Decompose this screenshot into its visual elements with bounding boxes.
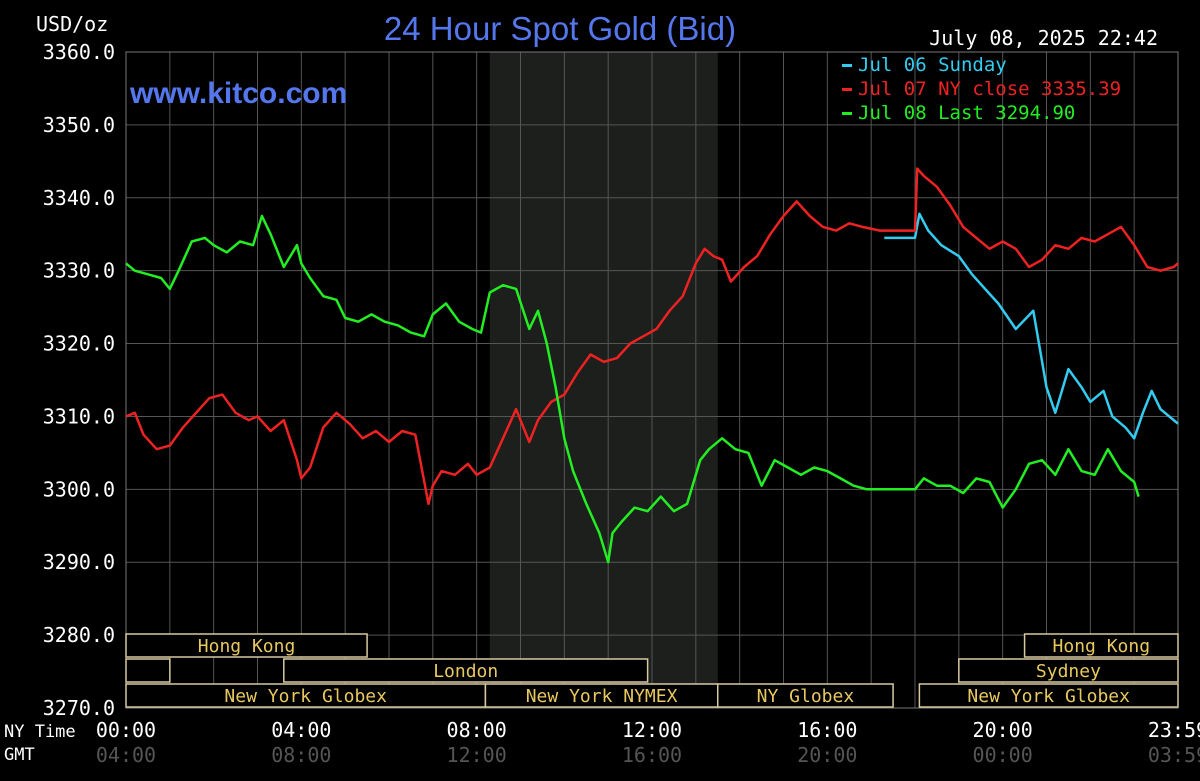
session-box [283,658,649,683]
axes: 3360.0 3350.0 3340.0 3330.0 3320.0 3310.0 3300… [43,40,1200,767]
x-tick-label-ny: 20:00 [973,718,1033,742]
x-tick-label-ny: 16:00 [797,718,857,742]
session-label: Hong Kong [1053,636,1151,657]
series-line-jul08 [125,214,1140,564]
session-box [958,658,1179,683]
session-label: New York Globex [224,686,387,707]
session-label: NY Globex [757,686,855,707]
x-tick-label-ny: 12:00 [622,718,682,742]
legend-swatch-jul07 [842,88,852,91]
legend-label-jul07: Jul 07 NY close 3335.39 [858,78,1121,100]
nymex-session-shade [489,52,718,708]
x-tick-label-gmt: 08:00 [271,743,331,767]
session-label: New York NYMEX [526,686,678,707]
y-tick-label: 3290.0 [43,550,115,574]
x-tick-label-gmt: 00:00 [973,743,1033,767]
session-box [717,683,894,708]
session-box [125,658,171,683]
ny-time-axis-title: NY Time [4,722,76,742]
session-label: London [433,661,498,682]
legend: Jul 06 Sunday Jul 07 NY close 3335.39 Ju… [842,54,1121,124]
y-tick-label: 3360.0 [43,40,115,64]
session-box [918,683,1179,708]
x-tick-label-gmt: 03:59 [1148,743,1200,767]
y-tick-label: 3270.0 [43,696,115,720]
y-tick-label: 3320.0 [43,332,115,356]
y-tick-label: 3330.0 [43,259,115,283]
series-line-jul07 [125,167,1179,506]
session-box [125,633,368,658]
x-tick-label-ny: 04:00 [271,718,331,742]
session-label: Sydney [1036,661,1101,682]
y-tick-label: 3300.0 [43,477,115,501]
price-series [125,167,1179,564]
y-tick-label: 3340.0 [43,186,115,210]
market-sessions: Hong Kong Hong Kong London Sydney New York G… [125,633,1179,708]
nymex-shade [489,52,718,708]
timestamp: July 08, 2025 22:42 [929,26,1158,50]
session-label: Hong Kong [198,636,296,657]
y-tick-label: 3310.0 [43,404,115,428]
x-tick-label-gmt: 20:00 [797,743,857,767]
series-line-jul06 [884,212,1179,440]
y-tick-label: 3350.0 [43,113,115,137]
x-tick-label-ny: 00:00 [96,718,156,742]
gmt-axis-title: GMT [4,745,35,765]
chart-title: 24 Hour Spot Gold (Bid) [384,10,736,47]
legend-label-jul06: Jul 06 Sunday [858,54,1007,76]
session-label: New York Globex [967,686,1130,707]
x-tick-label-gmt: 12:00 [447,743,507,767]
x-tick-label-gmt: 04:00 [96,743,156,767]
legend-label-jul08: Jul 08 Last 3294.90 [858,102,1075,124]
x-tick-label-gmt: 16:00 [622,743,682,767]
session-box [1023,633,1179,658]
legend-swatch-jul06 [842,64,852,67]
legend-swatch-jul08 [842,112,852,115]
y-tick-label: 3280.0 [43,623,115,647]
plot-frame [125,51,1179,709]
x-tick-label-ny: 08:00 [447,718,507,742]
units-label: USD/oz [36,12,108,36]
website-link[interactable]: www.kitco.com [129,77,347,110]
x-tick-label-ny: 23:59 [1148,718,1200,742]
